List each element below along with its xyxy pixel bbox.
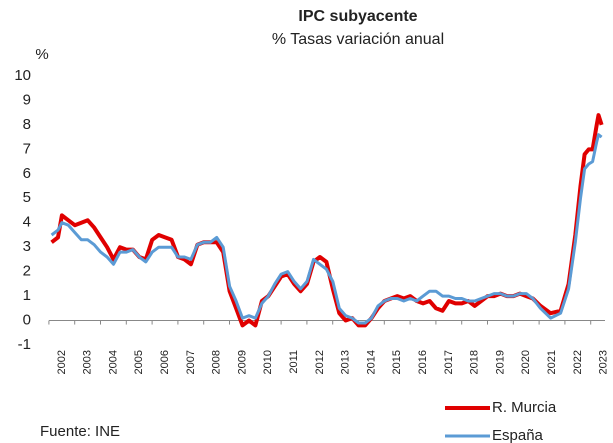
y-tick-label: -1 bbox=[18, 336, 31, 353]
x-tick-label: 2021 bbox=[546, 350, 558, 374]
legend-label: R. Murcia bbox=[492, 399, 557, 416]
x-tick-label: 2013 bbox=[340, 350, 352, 374]
y-tick-label: 4 bbox=[23, 214, 31, 231]
source: Fuente: INE bbox=[40, 423, 120, 440]
x-tick-label: 2015 bbox=[391, 350, 403, 374]
y-tick-label: 10 bbox=[14, 67, 31, 84]
x-tick-label: 2008 bbox=[211, 350, 223, 374]
x-tick-label: 2014 bbox=[365, 350, 377, 374]
x-tick-label: 2022 bbox=[572, 350, 584, 374]
x-tick-label: 2020 bbox=[520, 350, 532, 374]
x-tick-label: 2011 bbox=[288, 350, 300, 374]
y-tick-label: 3 bbox=[23, 238, 31, 255]
x-tick-label: 2023 bbox=[598, 350, 610, 374]
x-tick-label: 2016 bbox=[417, 350, 429, 374]
x-tick-label: 2012 bbox=[314, 350, 326, 374]
x-tick-label: 2018 bbox=[469, 350, 481, 374]
x-tick-label: 2010 bbox=[262, 350, 274, 374]
chart-subtitle: % Tasas variación anual bbox=[272, 31, 444, 48]
x-tick-label: 2004 bbox=[107, 350, 119, 374]
x-tick-label: 2009 bbox=[236, 350, 248, 374]
series-line bbox=[50, 133, 603, 325]
y-tick-label: 0 bbox=[23, 312, 31, 329]
y-tick-label: 1 bbox=[23, 287, 31, 304]
x-tick-label: 2017 bbox=[443, 350, 455, 374]
legend-label: España bbox=[492, 427, 544, 443]
chart-title: IPC subyacente bbox=[298, 8, 417, 25]
x-tick-label: 2006 bbox=[159, 350, 171, 374]
x-tick-label: 2005 bbox=[133, 350, 145, 374]
y-tick-label: 8 bbox=[23, 116, 31, 133]
y-tick-label: 9 bbox=[23, 91, 31, 108]
y-tick-label: 7 bbox=[23, 140, 31, 157]
x-tick-label: 2002 bbox=[56, 350, 68, 374]
x-tick-label: 2007 bbox=[185, 350, 197, 374]
y-tick-label: 2 bbox=[23, 263, 31, 280]
y-tick-label: 5 bbox=[23, 189, 31, 206]
x-tick-label: 2003 bbox=[82, 350, 94, 374]
y-axis-label: % bbox=[35, 46, 48, 63]
x-tick-label: 2019 bbox=[494, 350, 506, 374]
y-tick-label: 6 bbox=[23, 165, 31, 182]
